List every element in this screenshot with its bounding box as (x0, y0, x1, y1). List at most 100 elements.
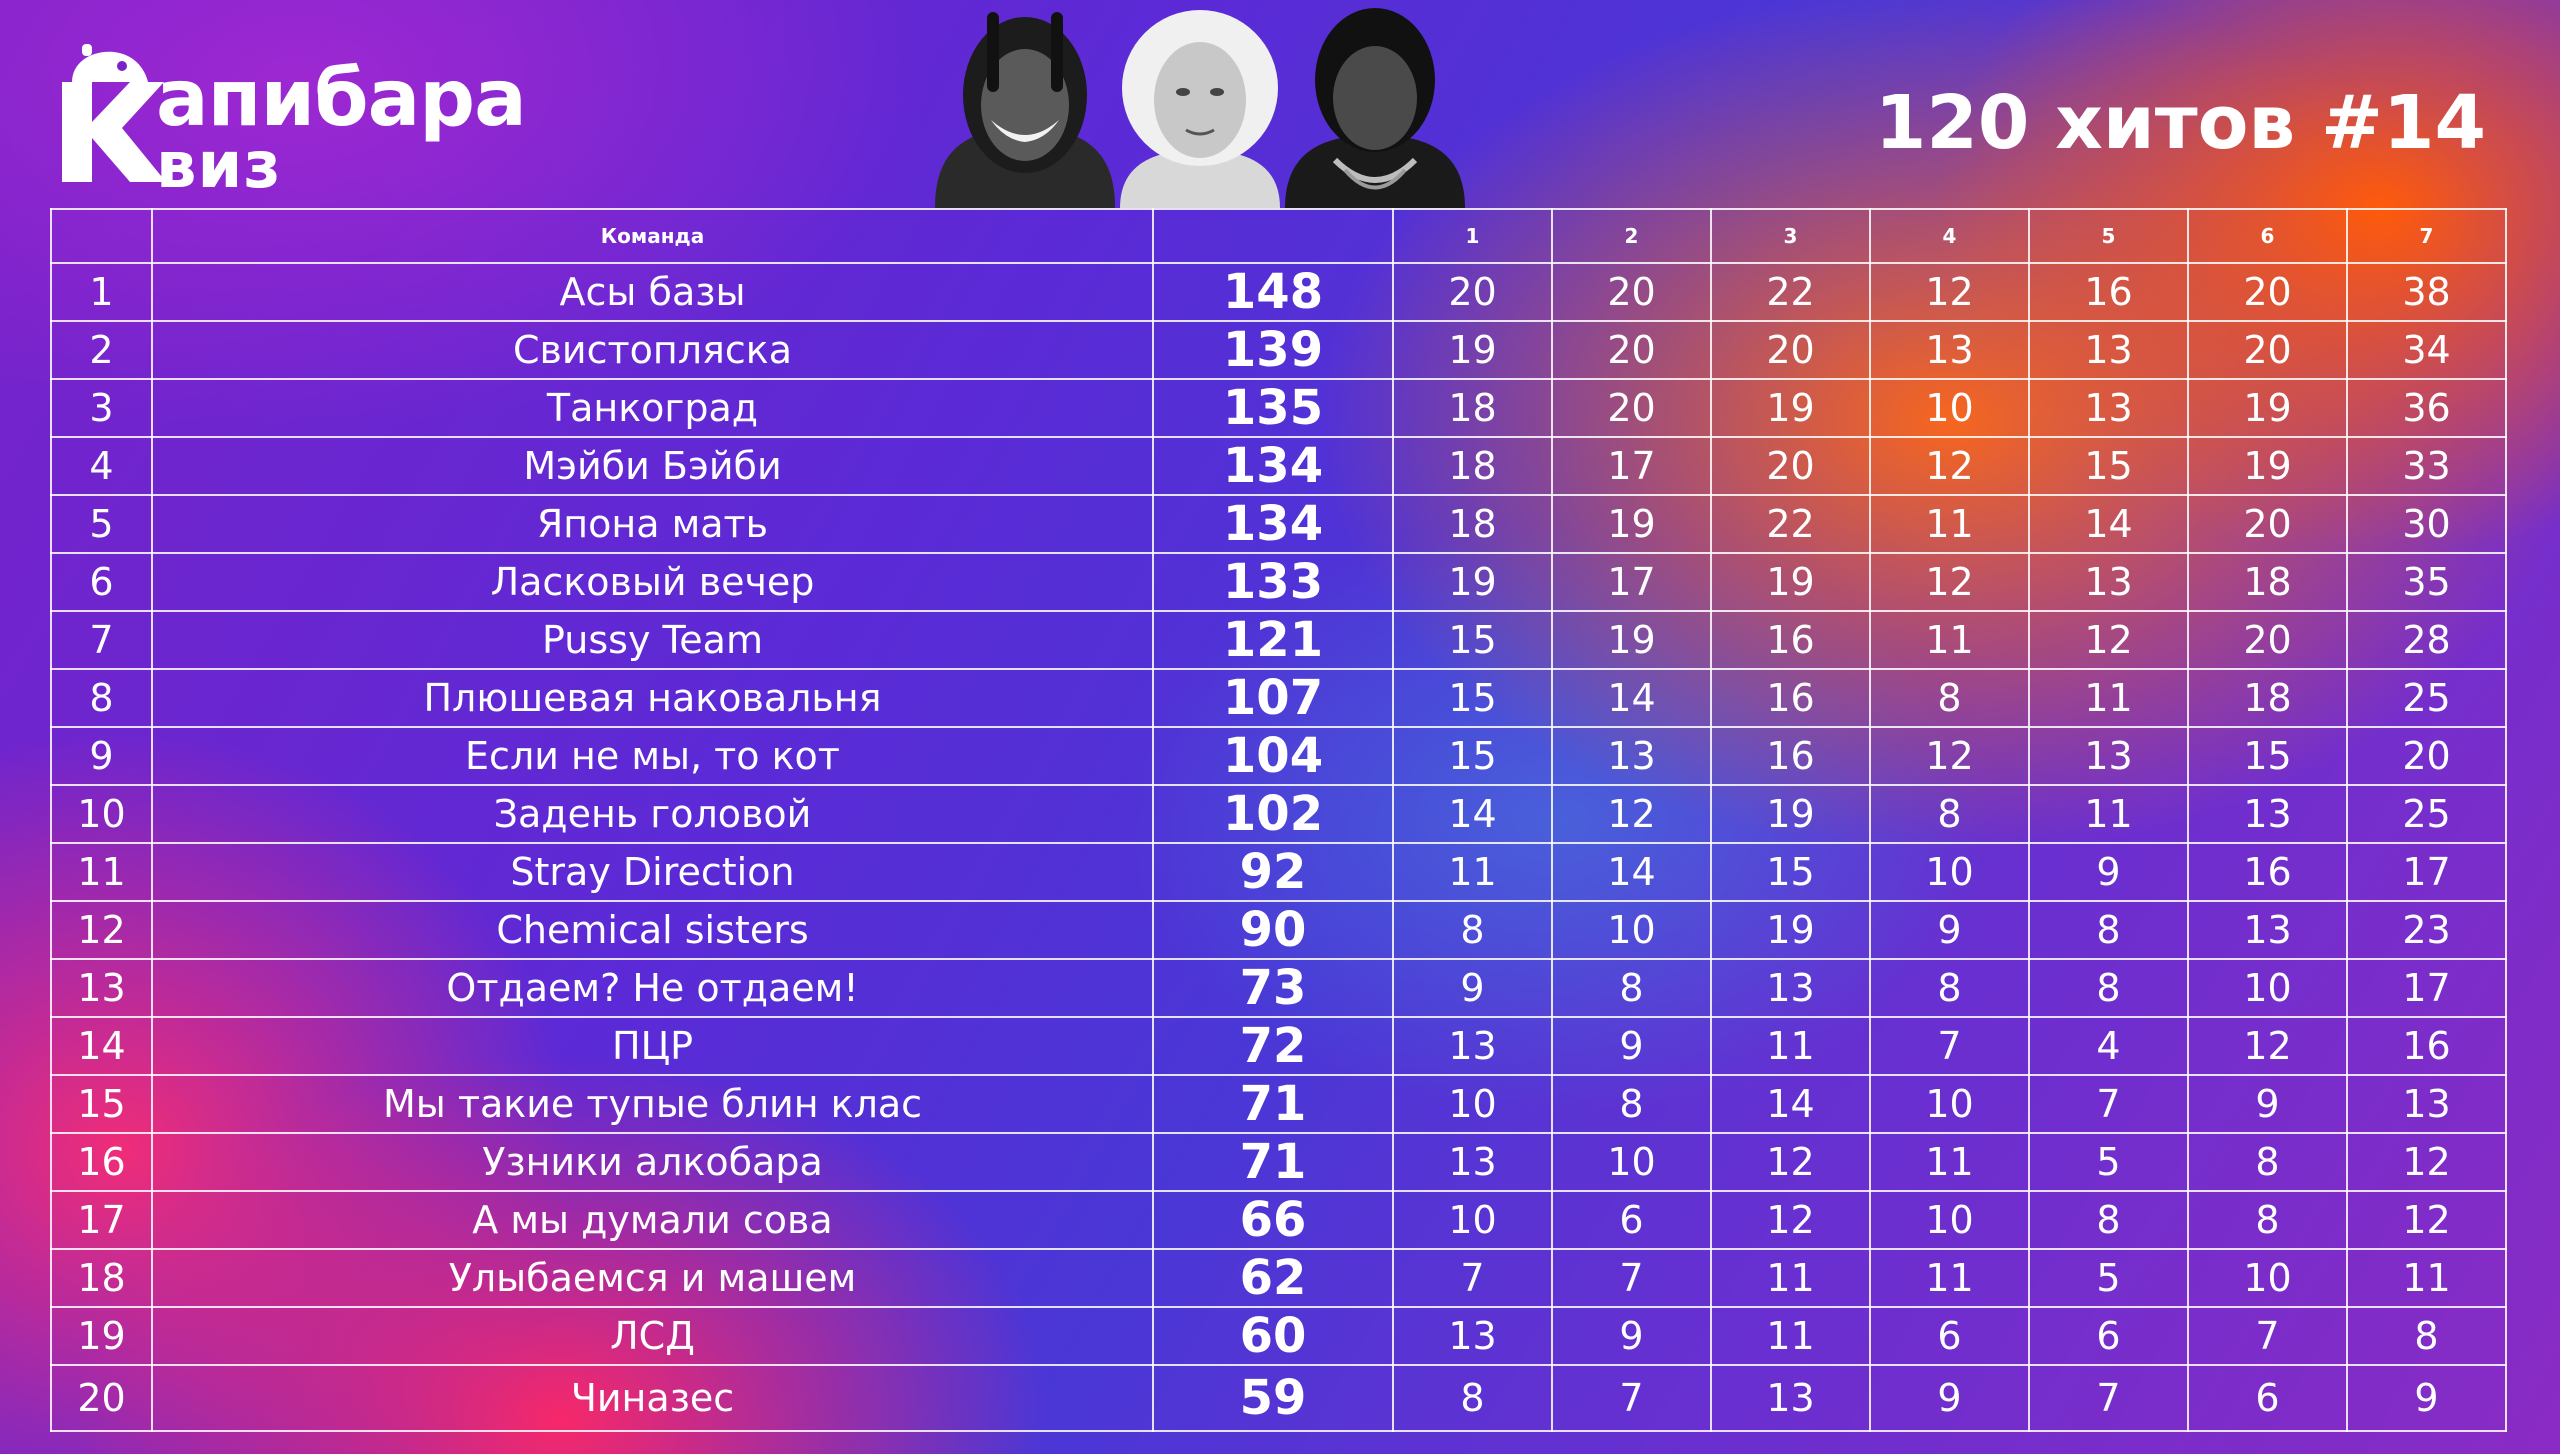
brand-logo: апибара виз (52, 42, 692, 198)
round-1-score-cell: 18 (1392, 494, 1553, 554)
round-4-score-cell: 12 (1869, 262, 2030, 322)
round-4-score-cell: 8 (1869, 668, 2030, 728)
team-name-cell: А мы думали сова (151, 1190, 1154, 1250)
round-4-score-cell: 10 (1869, 378, 2030, 438)
round-6-score-cell: 18 (2187, 668, 2348, 728)
brand-line2: виз (156, 129, 282, 203)
round-5-score-cell: 14 (2028, 494, 2189, 554)
portrait-icon (1285, 8, 1465, 208)
round-4-score-cell: 11 (1869, 610, 2030, 670)
round-3-score-cell: 13 (1710, 1364, 1871, 1432)
round-7-score-cell: 13 (2346, 1074, 2507, 1134)
team-name-cell: ПЦР (151, 1016, 1154, 1076)
round-3-score-cell: 12 (1710, 1190, 1871, 1250)
round-6-score-cell: 15 (2187, 726, 2348, 786)
round-6-score-cell: 20 (2187, 494, 2348, 554)
round-6-score-cell: 19 (2187, 378, 2348, 438)
team-name-cell: Мы такие тупые блин клас (151, 1074, 1154, 1134)
place-cell: 11 (50, 842, 153, 902)
round-2-score-cell: 8 (1551, 958, 1712, 1018)
round-7-score-cell: 28 (2346, 610, 2507, 670)
round-7-score-cell: 12 (2346, 1190, 2507, 1250)
round-6-score-cell: 20 (2187, 262, 2348, 322)
table-row: 10 Задень головой 102 14 12 19 8 11 13 25 (50, 784, 2507, 844)
round-5-score-cell: 13 (2028, 378, 2189, 438)
round-1-score-cell: 19 (1392, 552, 1553, 612)
team-name-cell: Мэйби Бэйби (151, 436, 1154, 496)
header-team: Команда (151, 208, 1154, 264)
round-4-score-cell: 10 (1869, 1074, 2030, 1134)
round-7-score-cell: 23 (2346, 900, 2507, 960)
round-6-score-cell: 20 (2187, 610, 2348, 670)
round-4-score-cell: 10 (1869, 1190, 2030, 1250)
round-6-score-cell: 13 (2187, 784, 2348, 844)
team-name-cell: Танкоград (151, 378, 1154, 438)
round-7-score-cell: 36 (2346, 378, 2507, 438)
round-5-score-cell: 13 (2028, 726, 2189, 786)
round-1-score-cell: 13 (1392, 1306, 1553, 1366)
round-3-score-cell: 22 (1710, 262, 1871, 322)
table-row: 20 Чиназес 59 8 7 13 9 7 6 9 (50, 1364, 2507, 1432)
round-2-score-cell: 6 (1551, 1190, 1712, 1250)
place-cell: 5 (50, 494, 153, 554)
total-score-cell: 121 (1152, 610, 1394, 670)
table-row: 6 Ласковый вечер 133 19 17 19 12 13 18 35 (50, 552, 2507, 612)
table-row: 2 Свистопляска 139 19 20 20 13 13 20 34 (50, 320, 2507, 380)
table-row: 3 Танкоград 135 18 20 19 10 13 19 36 (50, 378, 2507, 438)
round-2-score-cell: 19 (1551, 494, 1712, 554)
round-3-score-cell: 13 (1710, 958, 1871, 1018)
round-6-score-cell: 16 (2187, 842, 2348, 902)
round-6-score-cell: 18 (2187, 552, 2348, 612)
round-1-score-cell: 14 (1392, 784, 1553, 844)
total-score-cell: 104 (1152, 726, 1394, 786)
team-name-cell: Плюшевая наковальня (151, 668, 1154, 728)
header-round-1: 1 (1392, 208, 1553, 264)
round-5-score-cell: 11 (2028, 668, 2189, 728)
round-2-score-cell: 12 (1551, 784, 1712, 844)
table-row: 13 Отдаем? Не отдаем! 73 9 8 13 8 8 10 17 (50, 958, 2507, 1018)
place-cell: 17 (50, 1190, 153, 1250)
table-row: 7 Pussy Team 121 15 19 16 11 12 20 28 (50, 610, 2507, 670)
round-4-score-cell: 11 (1869, 1248, 2030, 1308)
team-name-cell: Chemical sisters (151, 900, 1154, 960)
table-row: 14 ПЦР 72 13 9 11 7 4 12 16 (50, 1016, 2507, 1076)
round-5-score-cell: 15 (2028, 436, 2189, 496)
header-round-6: 6 (2187, 208, 2348, 264)
round-3-score-cell: 19 (1710, 552, 1871, 612)
round-6-score-cell: 13 (2187, 900, 2348, 960)
total-score-cell: 62 (1152, 1248, 1394, 1308)
round-6-score-cell: 8 (2187, 1132, 2348, 1192)
total-score-cell: 134 (1152, 436, 1394, 496)
artist-portraits (925, 0, 1485, 208)
team-name-cell: Узники алкобара (151, 1132, 1154, 1192)
round-4-score-cell: 8 (1869, 784, 2030, 844)
round-6-score-cell: 7 (2187, 1306, 2348, 1366)
round-3-score-cell: 16 (1710, 610, 1871, 670)
round-5-score-cell: 6 (2028, 1306, 2189, 1366)
round-1-score-cell: 15 (1392, 726, 1553, 786)
team-name-cell: Если не мы, то кот (151, 726, 1154, 786)
round-1-score-cell: 19 (1392, 320, 1553, 380)
round-6-score-cell: 6 (2187, 1364, 2348, 1432)
round-1-score-cell: 15 (1392, 610, 1553, 670)
total-score-cell: 102 (1152, 784, 1394, 844)
table-row: 16 Узники алкобара 71 13 10 12 11 5 8 12 (50, 1132, 2507, 1192)
round-2-score-cell: 10 (1551, 900, 1712, 960)
round-5-score-cell: 7 (2028, 1074, 2189, 1134)
round-1-score-cell: 11 (1392, 842, 1553, 902)
team-name-cell: Улыбаемся и машем (151, 1248, 1154, 1308)
round-5-score-cell: 5 (2028, 1248, 2189, 1308)
round-7-score-cell: 20 (2346, 726, 2507, 786)
round-1-score-cell: 8 (1392, 1364, 1553, 1432)
total-score-cell: 135 (1152, 378, 1394, 438)
round-4-score-cell: 12 (1869, 436, 2030, 496)
total-score-cell: 59 (1152, 1364, 1394, 1432)
round-3-score-cell: 16 (1710, 668, 1871, 728)
team-name-cell: Pussy Team (151, 610, 1154, 670)
round-5-score-cell: 16 (2028, 262, 2189, 322)
brand-line1: апибара (156, 54, 527, 144)
round-7-score-cell: 33 (2346, 436, 2507, 496)
event-title: 120 хитов #14 (1874, 80, 2486, 166)
total-score-cell: 73 (1152, 958, 1394, 1018)
portrait-icon (1120, 10, 1280, 208)
